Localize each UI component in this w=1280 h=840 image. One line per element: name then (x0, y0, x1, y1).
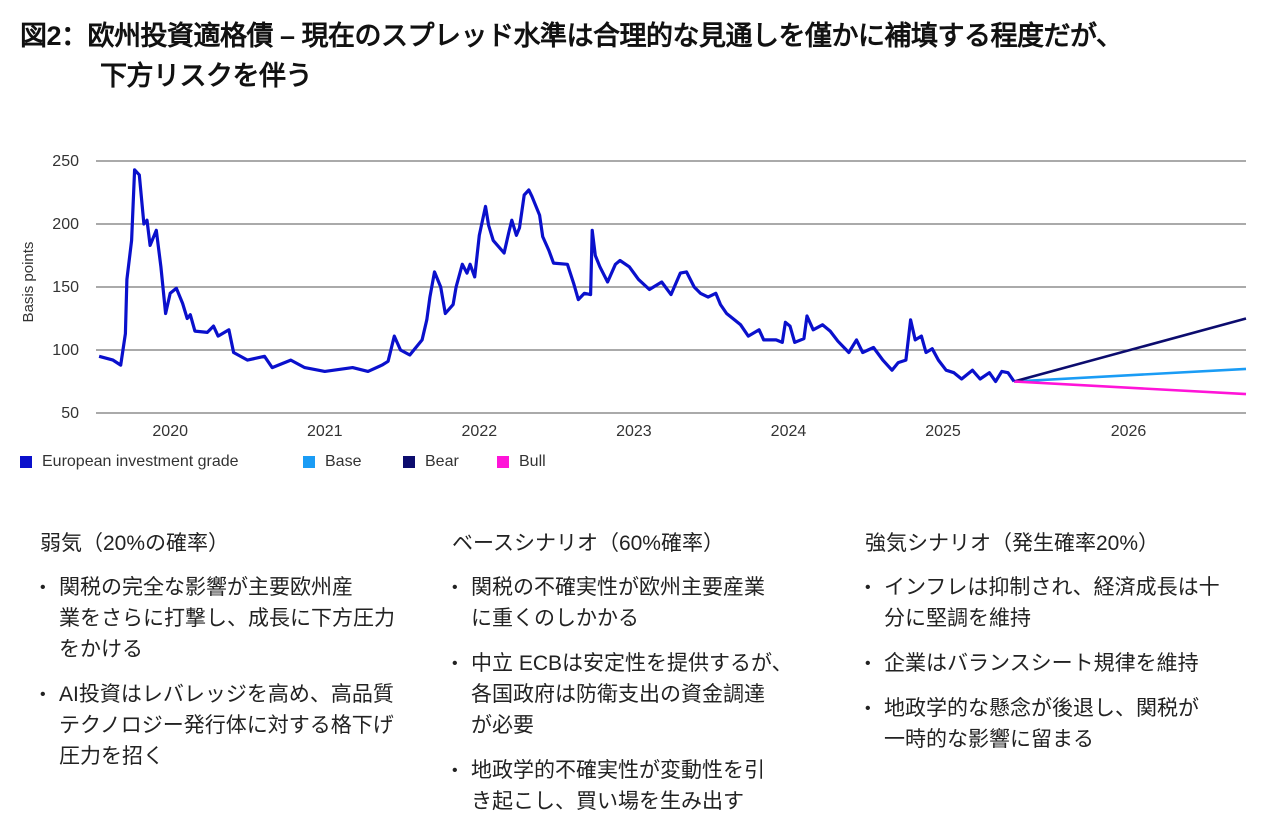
legend-item: Bull (497, 453, 546, 471)
bullet-text-line: 企業はバランスシート規律を維持 (884, 652, 1199, 675)
series-line-bull (1014, 380, 1247, 396)
legend-item: Bear (403, 453, 459, 471)
bullet-text-line: 地政学的不確実性が変動性を引 (471, 759, 765, 782)
bullet-icon: • (40, 686, 46, 703)
x-tick-label: 2020 (152, 423, 188, 440)
x-tick-label: 2026 (1111, 423, 1147, 440)
y-tick-label: 200 (52, 216, 79, 233)
bullet-icon: • (865, 700, 871, 717)
scenario-column: 強気シナリオ（発生確率20%） • インフレは抑制され、経済成長は十 分に堅調を維持 •… (865, 528, 1235, 769)
legend-label: Bear (425, 453, 459, 470)
legend-label: European investment grade (42, 453, 239, 470)
bullet-icon: • (452, 655, 458, 672)
legend-swatch (20, 456, 32, 468)
x-tick-label: 2025 (925, 423, 961, 440)
bullet-icon: • (865, 579, 871, 596)
bullet-text-line: インフレは抑制され、経済成長は十 (884, 576, 1220, 599)
scenario-bullet: • 地政学的な懸念が後退し、関税が 一時的な影響に留まる (865, 693, 1235, 755)
x-tick-label: 2021 (307, 423, 343, 440)
scenario-bullet: • 中立 ECBは安定性を提供するが、 各国政府は防衛支出の資金調達 が必要 (452, 648, 822, 741)
bullet-text-line: き起こし、買い場を生み出す (471, 790, 744, 813)
bullet-icon: • (40, 579, 46, 596)
scenario-bullet: • 関税の不確実性が欧州主要産業 に重くのしかかる (452, 572, 822, 634)
scenario-heading: 強気シナリオ（発生確率20%） (865, 532, 1160, 555)
bullet-icon: • (452, 762, 458, 779)
gridlines (96, 160, 1246, 414)
bullet-text-line: 関税の完全な影響が主要欧州産 (59, 576, 353, 599)
scenario-column: ベースシナリオ（60%確率） • 関税の不確実性が欧州主要産業 に重くのしかかる • 中立… (452, 528, 822, 831)
title-line-1: 図2：欧州投資適格債 – 現在のスプレッド水準は合理的な見通しを僅かに補填する程… (20, 21, 1123, 51)
legend-swatch (303, 456, 315, 468)
legend-item: European investment grade (20, 453, 239, 471)
series-lines (98, 168, 1247, 396)
bullet-text-line: 中立 ECBは安定性を提供するが、 (471, 652, 793, 675)
bullet-text-line: が必要 (471, 714, 534, 737)
y-tick-label: 50 (61, 405, 79, 422)
bullet-text-line: をかける (59, 638, 143, 661)
x-tick-labels: 2020 2021 2022 2023 2024 2025 2026 (152, 423, 1146, 440)
scenario-bullet: • AI投資はレバレッジを高め、高品質 テクノロジー発行体に対する格下げ 圧力を招く (40, 679, 410, 772)
bullet-icon: • (865, 655, 871, 672)
scenario-bullet: • 地政学的不確実性が変動性を引 き起こし、買い場を生み出す (452, 755, 822, 817)
y-tick-labels: 50 100 150 200 250 (52, 153, 79, 422)
legend-swatch (497, 456, 509, 468)
scenario-heading: ベースシナリオ（60%確率） (452, 532, 724, 555)
series-line-european-investment-grade (98, 168, 1016, 384)
bullet-text-line: 関税の不確実性が欧州主要産業 (471, 576, 765, 599)
scenario-bullet: • 企業はバランスシート規律を維持 (865, 648, 1235, 679)
title-line-2: 下方リスクを伴う (100, 61, 312, 91)
bullet-text-line: 各国政府は防衛支出の資金調達 (471, 683, 765, 706)
scenario-bullet: • インフレは抑制され、経済成長は十 分に堅調を維持 (865, 572, 1235, 634)
bullet-text-line: 業をさらに打撃し、成長に下方圧力 (59, 607, 395, 630)
bullet-text-line: 一時的な影響に留まる (884, 728, 1094, 751)
scenario-bullet: • 関税の完全な影響が主要欧州産業をさらに打撃し、成長に下方圧力 をかける (40, 572, 410, 665)
series-line-bear (1013, 317, 1247, 383)
y-tick-label: 250 (52, 153, 79, 170)
scenario-heading: 弱気（20%の確率） (40, 532, 230, 555)
bullet-icon: • (452, 579, 458, 596)
legend-item: Base (303, 453, 361, 471)
legend-label: Bull (519, 453, 546, 470)
x-tick-label: 2024 (771, 423, 807, 440)
x-tick-label: 2023 (616, 423, 652, 440)
figure-title: 図2：欧州投資適格債 – 現在のスプレッド水準は合理的な見通しを僅かに補填する程… (20, 16, 1123, 96)
bullet-text-line: 地政学的な懸念が後退し、関税が (884, 697, 1199, 720)
legend-swatch (403, 456, 415, 468)
y-tick-label: 100 (52, 342, 79, 359)
bullet-text-line: 圧力を招く (59, 745, 164, 768)
y-axis-label: Basis points (20, 242, 37, 323)
bullet-text-line: 分に堅調を維持 (884, 607, 1031, 630)
scenario-column: 弱気（20%の確率） • 関税の完全な影響が主要欧州産業をさらに打撃し、成長に下方圧… (40, 528, 410, 786)
series-line-base (1014, 367, 1247, 383)
y-tick-label: 150 (52, 279, 79, 296)
legend-label: Base (325, 453, 362, 470)
bullet-text-line: AI投資はレバレッジを高め、高品質 (59, 683, 394, 706)
x-tick-label: 2022 (462, 423, 498, 440)
bullet-text-line: に重くのしかかる (471, 607, 639, 630)
bullet-text-line: テクノロジー発行体に対する格下げ (59, 714, 394, 737)
